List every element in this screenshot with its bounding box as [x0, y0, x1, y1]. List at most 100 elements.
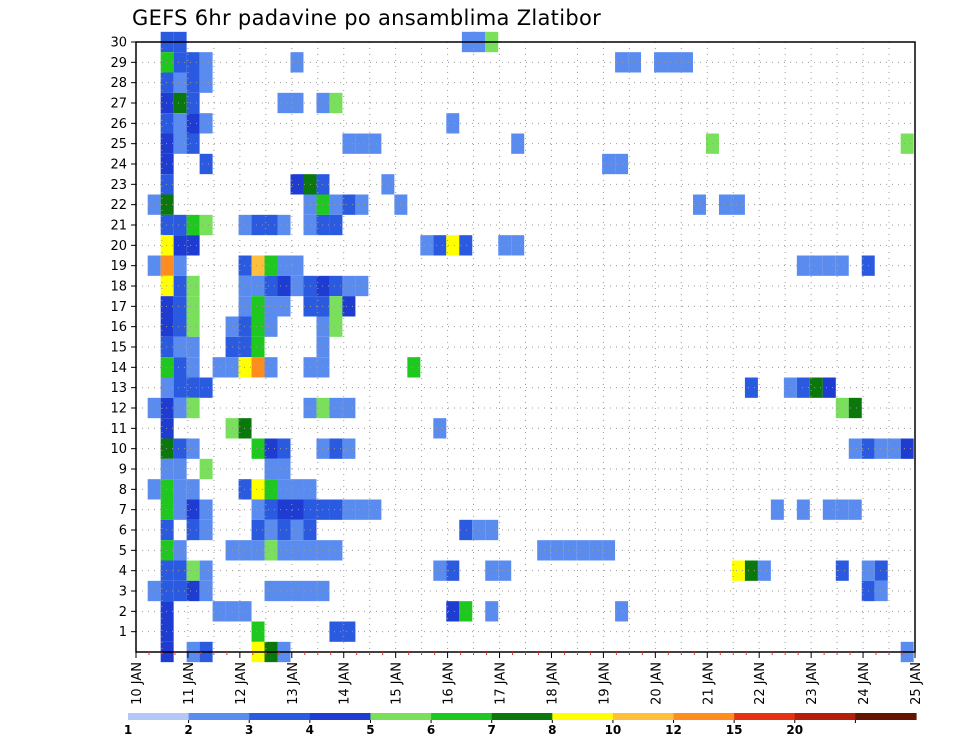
heatmap-cell — [186, 113, 200, 134]
y-tick-label: 22 — [110, 198, 127, 213]
heatmap-cell — [186, 296, 200, 317]
heatmap-cell — [303, 275, 317, 297]
heatmap-cell — [186, 397, 200, 419]
legend-swatch — [370, 713, 432, 720]
heatmap-cell — [238, 479, 252, 500]
heatmap-cell — [251, 540, 265, 561]
legend-label: 5 — [366, 723, 374, 737]
heatmap-cell — [160, 540, 174, 561]
heatmap-cell — [342, 296, 356, 317]
heatmap-cell — [809, 377, 823, 398]
heatmap-cell — [264, 214, 278, 236]
heatmap-cell — [615, 153, 629, 175]
heatmap-cell — [718, 194, 732, 215]
heatmap-cell — [238, 275, 252, 297]
heatmap-cell — [173, 336, 187, 358]
heatmap-cell — [160, 438, 174, 459]
legend-label: 8 — [548, 723, 556, 737]
heatmap-cell — [303, 519, 317, 541]
heatmap-cell — [251, 519, 265, 541]
heatmap-cell — [537, 540, 551, 561]
heatmap-cell — [576, 540, 590, 561]
heatmap-cell — [757, 560, 771, 581]
heatmap-cell — [329, 194, 343, 215]
x-tick-label: 18 JAN — [545, 662, 560, 705]
heatmap-cell — [199, 580, 213, 602]
heatmap-cell — [173, 479, 187, 500]
legend-label: 10 — [605, 723, 622, 737]
heatmap-cell — [264, 316, 278, 337]
heatmap-cell — [744, 560, 758, 581]
heatmap-cell — [329, 214, 343, 236]
heatmap-cell — [329, 540, 343, 561]
heatmap-cell — [238, 296, 252, 317]
heatmap-cell — [264, 296, 278, 317]
x-axis: 10 JAN 11 JAN 12 JAN 13 JAN 14 JAN 15 JAN 16 J… — [130, 652, 924, 705]
legend-label: 20 — [786, 723, 803, 737]
y-tick-label: 6 — [119, 524, 127, 539]
heatmap-cell — [186, 316, 200, 337]
legend-swatch — [673, 713, 735, 720]
heatmap-cell — [277, 479, 291, 500]
heatmap-cell — [459, 235, 473, 256]
heatmap-cell — [498, 235, 512, 256]
heatmap-cell — [173, 499, 187, 520]
heatmap-cell — [238, 540, 252, 561]
heatmap-cell — [835, 499, 849, 520]
legend-swatch — [734, 713, 796, 720]
heatmap-cell — [160, 519, 174, 541]
heatmap-cell — [900, 133, 914, 154]
heatmap-cell — [251, 438, 265, 459]
heatmap-cell — [433, 560, 447, 581]
heatmap-cell — [329, 499, 343, 520]
heatmap-cell — [277, 540, 291, 561]
y-tick-label: 18 — [110, 280, 127, 295]
y-tick-label: 11 — [110, 422, 127, 437]
heatmap-cell — [368, 499, 382, 520]
heatmap-cell — [290, 580, 304, 602]
heatmap-cell — [277, 275, 291, 297]
heatmap-cell — [160, 560, 174, 581]
heatmap-cell — [251, 316, 265, 337]
heatmap-cell — [186, 479, 200, 500]
heatmap-cell — [160, 255, 174, 276]
heatmap-cell — [498, 560, 512, 581]
heatmap-cell — [290, 519, 304, 541]
heatmap-cell — [160, 357, 174, 378]
heatmap-cell — [342, 397, 356, 419]
x-tick-label: 11 JAN — [182, 662, 197, 705]
heatmap-cell — [848, 499, 862, 520]
heatmap-cell — [199, 377, 213, 398]
heatmap-cell — [848, 438, 862, 459]
heatmap-cell — [329, 438, 343, 459]
heatmap-cell — [277, 214, 291, 236]
x-tick-label: 21 JAN — [701, 662, 716, 705]
heatmap-cell — [186, 438, 200, 459]
heatmap-cell — [277, 438, 291, 459]
heatmap-cell — [199, 72, 213, 93]
heatmap-cell — [251, 275, 265, 297]
y-tick-label: 9 — [119, 463, 127, 478]
heatmap-cell — [173, 214, 187, 236]
heatmap-cell — [186, 214, 200, 236]
heatmap-cell — [264, 580, 278, 602]
heatmap-cell — [433, 235, 447, 256]
heatmap-cell — [160, 418, 174, 439]
y-tick-label: 12 — [110, 402, 127, 417]
heatmap-cell — [874, 560, 888, 581]
heatmap-cell — [485, 560, 499, 581]
heatmap-cell — [744, 377, 758, 398]
heatmap-cell — [173, 275, 187, 297]
y-tick-label: 5 — [119, 544, 127, 559]
heatmap-cell — [303, 357, 317, 378]
heatmap-cell — [874, 580, 888, 602]
heatmap-cell — [303, 540, 317, 561]
y-tick-label: 21 — [110, 219, 127, 234]
heatmap-cell — [160, 174, 174, 195]
heatmap-cell — [264, 438, 278, 459]
heatmap-cell — [264, 255, 278, 276]
heatmap-cell — [186, 275, 200, 297]
heatmap-cell — [238, 601, 252, 622]
heatmap-cell — [303, 397, 317, 419]
x-tick-label: 17 JAN — [494, 662, 509, 705]
